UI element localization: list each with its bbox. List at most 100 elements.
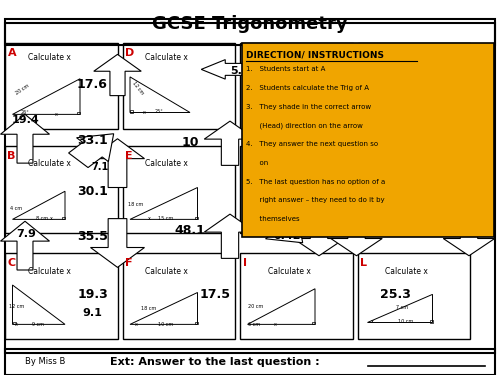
Text: x: x: [274, 321, 277, 327]
Polygon shape: [94, 54, 142, 96]
Bar: [240, 146, 352, 232]
Bar: [5, 253, 117, 339]
Text: x: x: [15, 321, 18, 327]
Text: 6 cm: 6 cm: [248, 322, 260, 327]
Text: 33.1: 33.1: [77, 134, 108, 147]
Text: L: L: [360, 258, 367, 268]
Text: 15.5: 15.5: [352, 230, 378, 239]
Polygon shape: [331, 215, 382, 256]
Text: 4 cm: 4 cm: [10, 206, 22, 211]
Bar: [122, 253, 235, 339]
Text: 26°: 26°: [21, 110, 30, 116]
Text: Calculate x: Calculate x: [28, 267, 70, 276]
Text: Calculate x: Calculate x: [385, 267, 428, 276]
Bar: [194, 217, 198, 219]
Text: 18 cm: 18 cm: [128, 201, 143, 207]
Text: C: C: [8, 258, 16, 268]
Text: D: D: [125, 48, 134, 58]
Text: themselves: themselves: [246, 216, 300, 222]
Text: Calculate x: Calculate x: [268, 53, 310, 62]
Bar: [62, 217, 65, 219]
Bar: [5, 22, 495, 352]
Text: 0.42: 0.42: [274, 231, 301, 241]
Text: 7.9: 7.9: [16, 230, 36, 239]
Text: 7 cm: 7 cm: [396, 305, 408, 310]
Bar: [5, 19, 495, 45]
Text: 15.6: 15.6: [276, 183, 304, 192]
Text: 9.9: 9.9: [255, 126, 275, 136]
Polygon shape: [204, 121, 256, 165]
Text: DIRECTION/ INSTRUCTIONS: DIRECTION/ INSTRUCTIONS: [246, 51, 384, 60]
Text: Calculate x: Calculate x: [385, 53, 428, 62]
Bar: [430, 320, 432, 322]
Text: 35.5: 35.5: [77, 230, 108, 243]
Text: 10 cm: 10 cm: [158, 321, 173, 327]
Bar: [122, 43, 235, 129]
Polygon shape: [293, 215, 345, 256]
Text: right answer – they need to do it by: right answer – they need to do it by: [246, 197, 385, 203]
Text: x: x: [55, 111, 58, 117]
Bar: [5, 146, 117, 232]
Text: 7.1: 7.1: [92, 162, 108, 172]
Bar: [240, 43, 352, 129]
Text: on: on: [246, 160, 269, 166]
Text: 9.1: 9.1: [82, 308, 102, 318]
Text: 20 cm: 20 cm: [248, 304, 264, 309]
Text: E: E: [125, 151, 132, 161]
Text: 1.   Students start at A: 1. Students start at A: [246, 66, 326, 72]
Text: 3.   They shade in the correct arrow: 3. They shade in the correct arrow: [246, 104, 372, 110]
Text: 48.1: 48.1: [174, 224, 206, 237]
Polygon shape: [204, 214, 256, 258]
Text: J: J: [360, 48, 364, 58]
Text: x: x: [142, 110, 146, 115]
Polygon shape: [201, 60, 259, 79]
Bar: [122, 146, 235, 232]
Polygon shape: [258, 209, 302, 243]
Text: x: x: [371, 319, 374, 324]
Text: x: x: [148, 216, 150, 221]
Text: Ext: Answer to the last question :: Ext: Answer to the last question :: [110, 357, 320, 367]
Text: Calculate x: Calculate x: [28, 53, 70, 62]
Bar: [358, 253, 470, 339]
Bar: [242, 43, 494, 237]
Text: 11.5: 11.5: [316, 230, 344, 239]
Text: 10: 10: [181, 136, 199, 149]
Text: F: F: [125, 258, 132, 268]
Text: 17.6: 17.6: [77, 78, 108, 91]
Polygon shape: [68, 134, 114, 168]
Bar: [358, 146, 470, 232]
Text: A: A: [8, 48, 16, 58]
Text: 19.3: 19.3: [77, 288, 108, 301]
Text: 4.   They answer the next question so: 4. They answer the next question so: [246, 141, 378, 147]
Text: GCSE Trigonometry: GCSE Trigonometry: [152, 15, 348, 33]
Text: Calculate x: Calculate x: [268, 267, 310, 276]
Text: 2.   Students calculate the Trig of A: 2. Students calculate the Trig of A: [246, 85, 370, 91]
Polygon shape: [90, 219, 144, 267]
Text: (Head) direction on the arrow: (Head) direction on the arrow: [246, 122, 364, 129]
Text: 12 cm: 12 cm: [9, 304, 24, 309]
Bar: [130, 110, 133, 112]
Text: 5.   The last question has no option of a: 5. The last question has no option of a: [246, 178, 386, 184]
Text: x: x: [135, 321, 138, 327]
Text: 25.3: 25.3: [380, 288, 410, 301]
Text: 20 cm: 20 cm: [15, 83, 30, 96]
Bar: [12, 322, 16, 324]
Text: Calculate x: Calculate x: [145, 267, 188, 276]
Text: 5.7: 5.7: [230, 66, 250, 76]
Polygon shape: [90, 139, 144, 188]
Text: 10 cm: 10 cm: [398, 319, 413, 324]
Text: 18 cm: 18 cm: [141, 306, 156, 312]
Text: 9.3: 9.3: [249, 226, 271, 239]
Text: Calculate x: Calculate x: [28, 159, 70, 168]
Bar: [5, 349, 495, 375]
Text: 25°: 25°: [155, 109, 164, 114]
Text: 8 cm: 8 cm: [36, 216, 48, 221]
Text: 19.4: 19.4: [12, 115, 40, 125]
Polygon shape: [0, 221, 50, 270]
Text: 15 cm: 15 cm: [158, 216, 173, 222]
Text: 12.9: 12.9: [421, 230, 449, 239]
Bar: [312, 322, 315, 324]
Text: 9 cm: 9 cm: [32, 322, 44, 327]
Polygon shape: [0, 114, 50, 163]
Bar: [358, 43, 470, 129]
